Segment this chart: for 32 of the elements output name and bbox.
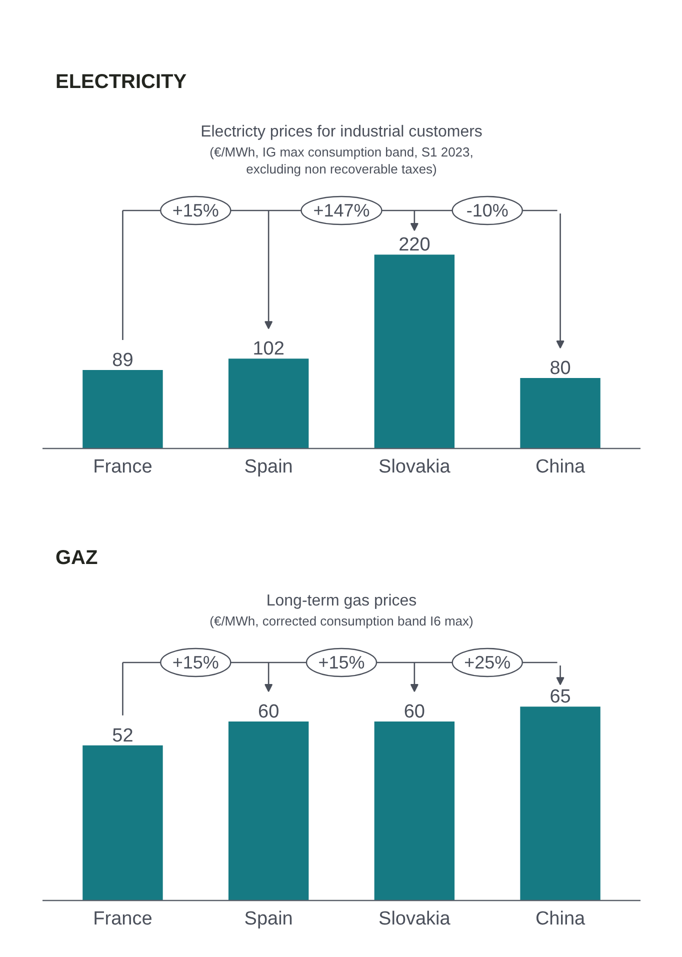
data-label: 60 (258, 702, 280, 723)
text: +15% (172, 200, 219, 220)
chart-subtitle: Electricty prices for industrial customers (200, 124, 482, 140)
bar (520, 378, 600, 448)
data-label: 220 (398, 234, 430, 256)
data-label: 52 (112, 725, 134, 746)
bar (82, 370, 163, 448)
data-label: 102 (252, 338, 284, 360)
x-tick-label: Spain (244, 908, 293, 930)
data-label: 80 (550, 358, 571, 379)
chart-subtitle: Long-term gas prices (266, 592, 417, 610)
text: +25% (464, 652, 511, 672)
data-label: 60 (404, 702, 425, 723)
x-tick-label: Spain (244, 456, 293, 478)
x-tick-label: China (535, 908, 586, 930)
bar (228, 358, 309, 448)
data-label: 89 (112, 350, 134, 372)
x-tick-label: China (535, 456, 586, 478)
text: +15% (172, 652, 219, 672)
text: (€/MWh, corrected consumption band I6 max) (210, 614, 474, 628)
chart-title: ELECTRICITY (56, 71, 188, 93)
x-tick-label: Slovakia (378, 908, 451, 930)
chart-title: GAZ (56, 547, 98, 569)
x-tick-label: France (93, 456, 152, 478)
x-tick-label: France (93, 908, 152, 930)
text: (€/MWh, IG max consumption band, S1 2023, excluding non recoverable taxes) (210, 144, 474, 176)
text: -10% (466, 200, 508, 220)
text: +15% (318, 652, 365, 672)
x-tick-label: Slovakia (378, 456, 451, 478)
data-label: 65 (550, 686, 571, 708)
bar (374, 254, 455, 448)
text: +147% (313, 200, 370, 220)
